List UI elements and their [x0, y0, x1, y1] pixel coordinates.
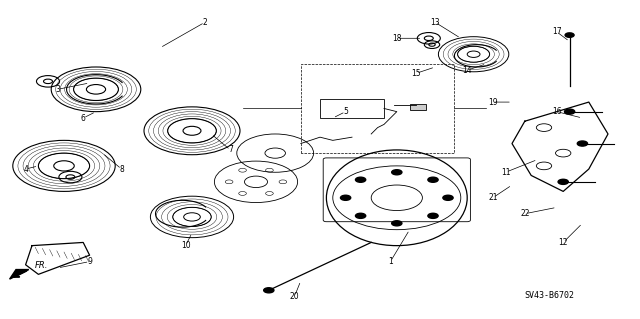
Circle shape [392, 170, 402, 175]
Text: SV43-B6702: SV43-B6702 [525, 291, 575, 300]
Circle shape [264, 288, 274, 293]
Text: 18: 18 [392, 34, 401, 43]
Circle shape [428, 177, 438, 182]
Text: 15: 15 [411, 69, 421, 78]
Text: 10: 10 [180, 241, 191, 250]
Text: 7: 7 [228, 145, 233, 154]
Text: 19: 19 [488, 98, 498, 107]
Circle shape [577, 141, 588, 146]
Circle shape [564, 109, 575, 114]
Text: 6: 6 [81, 114, 86, 122]
Text: 11: 11 [501, 168, 510, 177]
Circle shape [392, 221, 402, 226]
Text: 5: 5 [343, 107, 348, 116]
Text: 13: 13 [430, 18, 440, 27]
Text: 2: 2 [202, 18, 207, 27]
Text: 22: 22 [520, 209, 529, 218]
Text: 8: 8 [119, 165, 124, 174]
Text: 20: 20 [289, 292, 300, 301]
Bar [320, 99, 384, 118]
Text: 4: 4 [23, 165, 28, 174]
Circle shape [340, 195, 351, 200]
Text: FR.: FR. [35, 261, 49, 270]
Text: 3: 3 [55, 85, 60, 94]
Text: 16: 16 [552, 107, 562, 116]
Text: 14: 14 [462, 66, 472, 75]
Circle shape [558, 179, 568, 184]
Text: 1: 1 [388, 257, 393, 266]
Circle shape [565, 33, 574, 37]
Circle shape [355, 177, 365, 182]
Circle shape [443, 195, 453, 200]
Text: 17: 17 [552, 27, 562, 36]
Bar [410, 104, 426, 110]
Text: 12: 12 [559, 238, 568, 247]
Text: 21: 21 [488, 193, 497, 202]
Circle shape [428, 213, 438, 219]
Circle shape [355, 213, 365, 219]
Polygon shape [10, 270, 29, 279]
Text: 9: 9 [87, 257, 92, 266]
